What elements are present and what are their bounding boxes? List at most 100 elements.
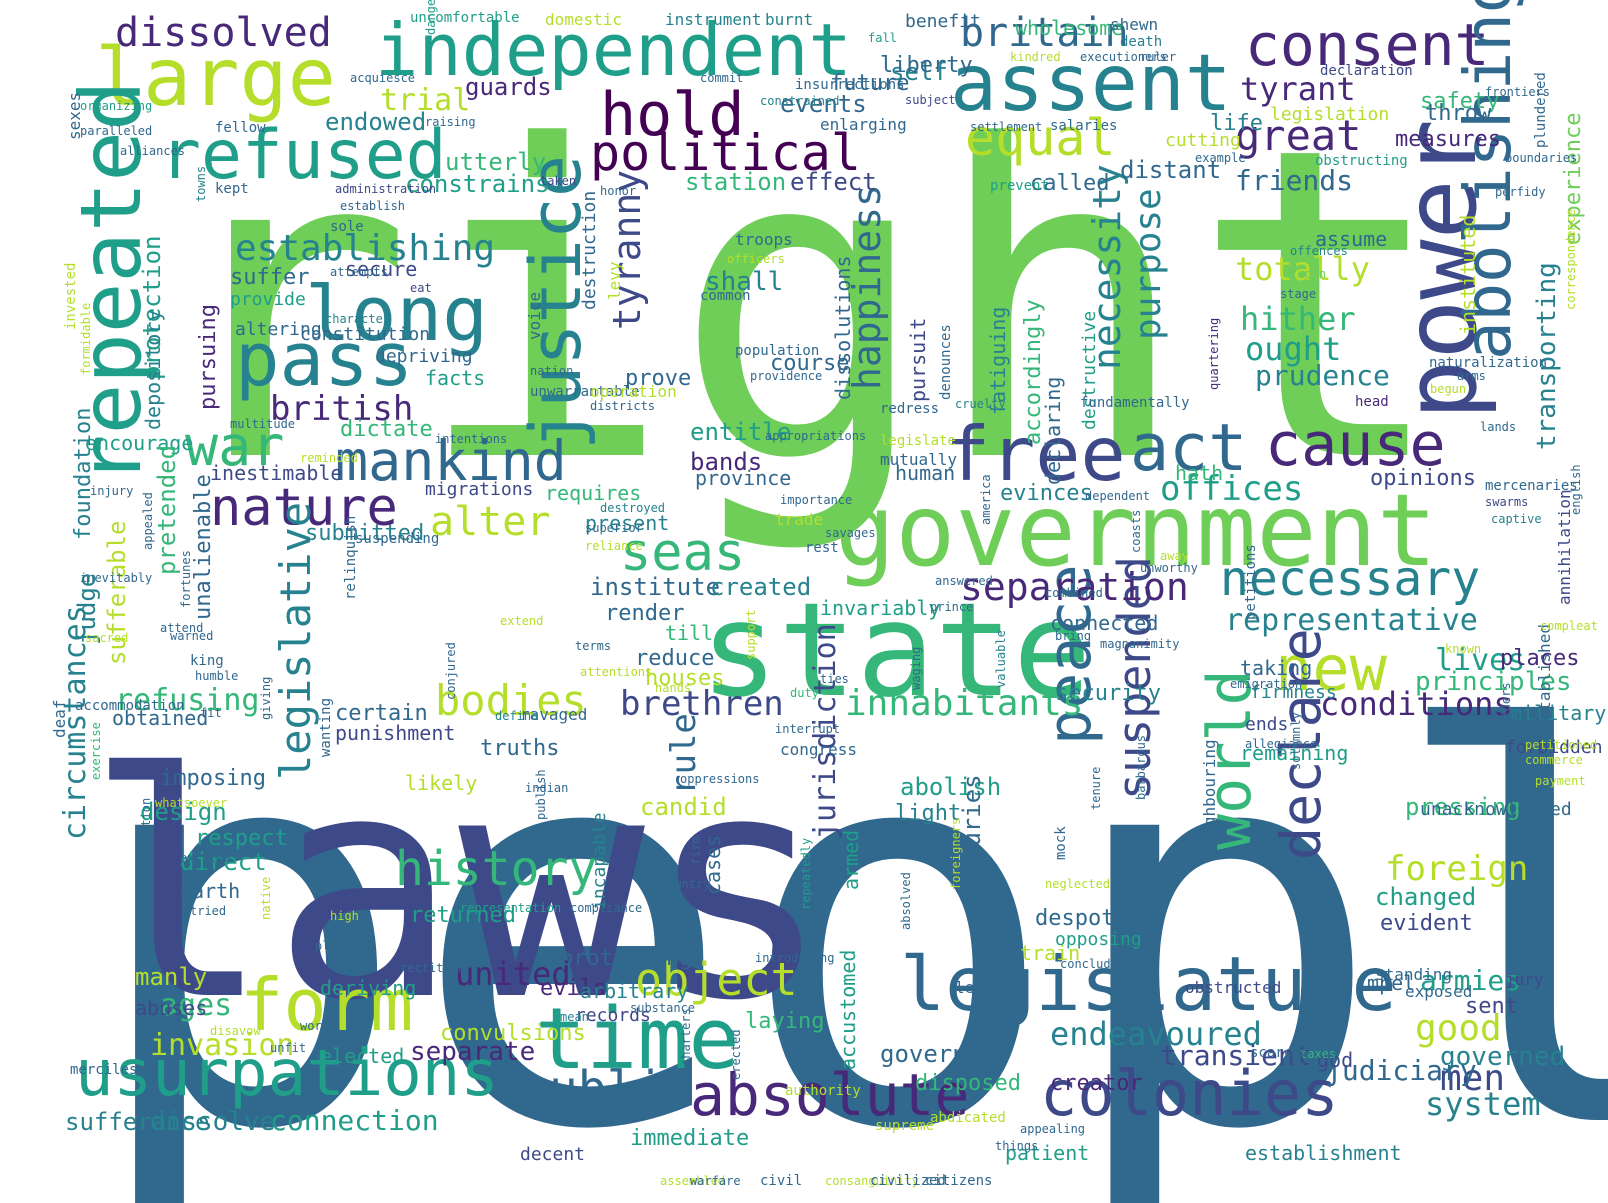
word-exercise: exercise <box>89 722 103 780</box>
word-raising: raising <box>425 115 476 129</box>
word-purpose: purpose <box>1128 188 1169 340</box>
word-constrains: constrains <box>405 170 550 198</box>
word-assembled: assembled <box>660 1174 725 1188</box>
word-laws: laws <box>85 708 832 1069</box>
word-attend: attend <box>160 621 203 635</box>
word-invariably: invariably <box>820 596 940 620</box>
word-relinquish: relinquish <box>343 516 359 600</box>
word-ages: ages <box>160 988 232 1023</box>
word-multitude: multitude <box>230 417 295 431</box>
word-free: free <box>945 410 1126 498</box>
word-mock: mock <box>1053 826 1069 860</box>
word-evident: evident <box>1380 911 1473 936</box>
word-inhabitants: inhabitants <box>845 683 1083 724</box>
word-invasion: invasion <box>150 1028 295 1063</box>
word-country: country <box>660 877 711 891</box>
word-away: away <box>1160 549 1189 563</box>
word-course: course <box>770 351 849 376</box>
word-public: public <box>520 1061 693 1117</box>
word-burnt: burnt <box>765 10 813 29</box>
word-ruler: ruler <box>1140 50 1176 64</box>
word-subject: subject <box>905 93 956 107</box>
word-men: men <box>1440 1058 1505 1099</box>
word-erected: erected <box>729 1029 743 1080</box>
word-interrupt: interrupt <box>775 722 840 736</box>
word-necessity: necessity <box>1085 164 1129 370</box>
word-prince: prince <box>930 600 973 614</box>
word-principles: principles <box>1415 667 1572 697</box>
word-foundation: foundation <box>71 408 96 540</box>
word-high: high <box>330 909 359 923</box>
word-rest: rest <box>805 540 839 556</box>
word-bodies: bodies <box>435 676 587 725</box>
word-prevent: prevent <box>990 178 1049 194</box>
word-alliances: alliances <box>120 144 185 158</box>
word-offices: offices <box>1160 469 1303 509</box>
word-hands: hands <box>655 681 691 695</box>
word-perfidy: perfidy <box>1495 185 1546 199</box>
word-attempts: attempts <box>330 265 388 279</box>
word-large: large <box>95 31 336 124</box>
word-formidable: formidable <box>79 303 93 375</box>
word-authority: authority <box>785 1083 861 1099</box>
word-right: right <box>155 57 1449 557</box>
word-substance: substance <box>630 1001 695 1015</box>
word-uncomfortable: uncomfortable <box>410 10 520 26</box>
word-emigration: emigration <box>1230 677 1302 691</box>
word-native: native <box>259 877 273 920</box>
word-respect: respect <box>195 826 288 851</box>
word-people: people <box>85 620 1608 1203</box>
word-rule: rule <box>664 713 704 795</box>
word-patient: patient <box>1005 1141 1089 1165</box>
word-things: things <box>995 1139 1038 1153</box>
word-state: state <box>700 574 1091 726</box>
word-correspondence: correspondence <box>1564 209 1578 310</box>
word-allegiance: allegiance <box>1245 737 1317 751</box>
word-representation: representation <box>460 901 561 915</box>
word-opinions: opinions <box>1370 466 1476 491</box>
word-coasts: coasts <box>1129 510 1143 553</box>
word-connection: connection <box>270 1104 439 1137</box>
word-trial: trial <box>380 83 470 118</box>
word-history: history <box>395 841 597 897</box>
word-america: america <box>979 474 993 525</box>
word-object: object <box>635 953 798 1006</box>
word-cutting: cutting <box>1165 130 1241 151</box>
word-facts: facts <box>425 366 485 390</box>
word-separate: separate <box>410 1037 535 1067</box>
word-providence: providence <box>750 369 822 383</box>
word-commit: commit <box>700 71 743 85</box>
word-suffer: suffer <box>230 265 309 290</box>
word-secure: secure <box>345 257 417 281</box>
word-unfit: unfit <box>270 1041 306 1055</box>
word-time: time <box>535 990 740 1089</box>
word-constitution: constitution <box>300 324 430 345</box>
word-administration: administration <box>335 182 436 196</box>
word-incapable: incapable <box>589 812 610 910</box>
word-united: united <box>455 955 571 993</box>
word-population: population <box>735 343 819 359</box>
word-establishing: establishing <box>235 228 495 269</box>
word-sent: sent <box>1465 994 1518 1019</box>
word-accordingly: accordingly <box>1021 299 1046 445</box>
word-unusual: unusual <box>1531 847 1556 940</box>
word-happiness: happiness <box>845 184 889 390</box>
word-crown: crown <box>1290 267 1326 281</box>
word-rectitude: rectitude <box>400 961 465 975</box>
word-towns: towns <box>194 166 208 202</box>
word-pressing: pressing <box>1405 793 1521 821</box>
word-organizing: organizing <box>80 99 152 113</box>
word-station: station <box>685 168 786 196</box>
word-created: created <box>710 573 811 601</box>
word-neglected: neglected <box>1045 877 1110 891</box>
word-executioners: executioners <box>1080 50 1167 64</box>
word-constrained: constrained <box>760 94 839 108</box>
word-combined: combined <box>1045 586 1103 600</box>
word-fellow: fellow <box>215 120 266 136</box>
word-publish: publish <box>534 769 548 820</box>
word-destruction: destruction <box>579 191 600 310</box>
word-captive: captive <box>1491 512 1542 526</box>
word-transient: transient <box>1160 1039 1312 1072</box>
word-justice: justice <box>515 155 597 450</box>
word-conclude: conclude <box>1060 957 1118 971</box>
